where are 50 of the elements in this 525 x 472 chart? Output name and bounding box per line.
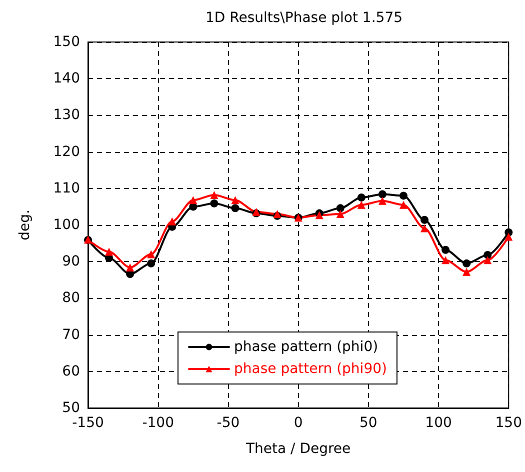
point: [504, 232, 513, 241]
point: [231, 204, 240, 212]
y-tick-label: 90: [62, 254, 80, 270]
point: [168, 217, 176, 226]
point: [462, 268, 471, 276]
point: [231, 196, 240, 204]
point: [336, 204, 344, 212]
x-tick-label: 0: [294, 415, 303, 431]
point: [484, 256, 492, 264]
y-tick-label: 60: [62, 363, 80, 380]
point: [442, 246, 450, 254]
point: [442, 256, 450, 264]
point: [378, 190, 386, 198]
y-tick-label: 70: [62, 326, 80, 343]
point: [147, 250, 156, 258]
y-tick-label: 140: [53, 70, 80, 87]
y-axis-title: deg.: [17, 210, 33, 240]
chart-title: 1D Results\Phase plot 1.575: [205, 10, 403, 26]
legend-label: phase pattern (phi90): [234, 361, 387, 377]
point: [189, 196, 198, 204]
point: [336, 210, 344, 218]
y-tick-label: 150: [53, 34, 80, 50]
point: [210, 199, 218, 208]
point: [420, 224, 429, 232]
point: [357, 194, 366, 202]
x-axis-title: Theta / Degree: [244, 441, 351, 457]
x-tick-label: -150: [72, 415, 104, 431]
y-tick-label: 110: [53, 180, 80, 196]
y-tick-label: 80: [62, 290, 80, 306]
point: [399, 192, 408, 200]
point: [420, 216, 429, 224]
point: [484, 251, 492, 260]
y-tick-label: 120: [53, 144, 80, 160]
x-tick-label: -50: [216, 415, 240, 431]
point: [126, 263, 134, 272]
point: [378, 196, 386, 205]
y-tick-label: 100: [53, 217, 80, 233]
y-tick-label: 130: [53, 107, 80, 124]
point: [105, 248, 114, 256]
point: [357, 200, 366, 209]
point: [210, 190, 218, 199]
point: [399, 200, 408, 209]
x-tick-label: -100: [142, 415, 174, 431]
x-tick-label: 150: [495, 415, 522, 431]
x-tick-label: 100: [425, 415, 452, 431]
point: [147, 259, 156, 268]
x-tick-label: 50: [360, 415, 378, 431]
y-tick-label: 50: [62, 400, 80, 416]
legend-label: phase pattern (phi0): [234, 339, 378, 355]
point: [462, 259, 471, 268]
